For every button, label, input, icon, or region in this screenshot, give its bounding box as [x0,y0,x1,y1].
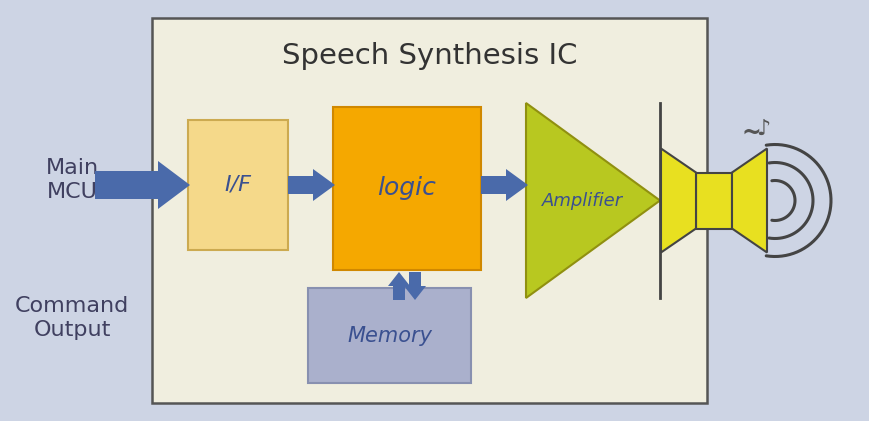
Text: ~: ~ [741,120,761,144]
Polygon shape [288,169,335,201]
Text: Amplifier: Amplifier [541,192,622,210]
Text: Main
MCU: Main MCU [45,158,98,202]
FancyBboxPatch shape [152,18,706,403]
Text: I/F: I/F [224,175,251,195]
Text: Command
Output: Command Output [15,296,129,340]
Text: logic: logic [377,176,436,200]
FancyBboxPatch shape [333,107,481,270]
Text: Memory: Memory [347,325,432,346]
Polygon shape [403,272,426,300]
Text: Speech Synthesis IC: Speech Synthesis IC [282,42,577,70]
Polygon shape [526,103,660,298]
Polygon shape [388,272,409,300]
FancyBboxPatch shape [695,173,731,229]
Polygon shape [481,169,527,201]
Polygon shape [95,161,189,209]
FancyBboxPatch shape [308,288,470,383]
Polygon shape [731,149,766,253]
Text: ♪: ♪ [755,118,769,139]
Polygon shape [660,149,695,253]
FancyBboxPatch shape [188,120,288,250]
